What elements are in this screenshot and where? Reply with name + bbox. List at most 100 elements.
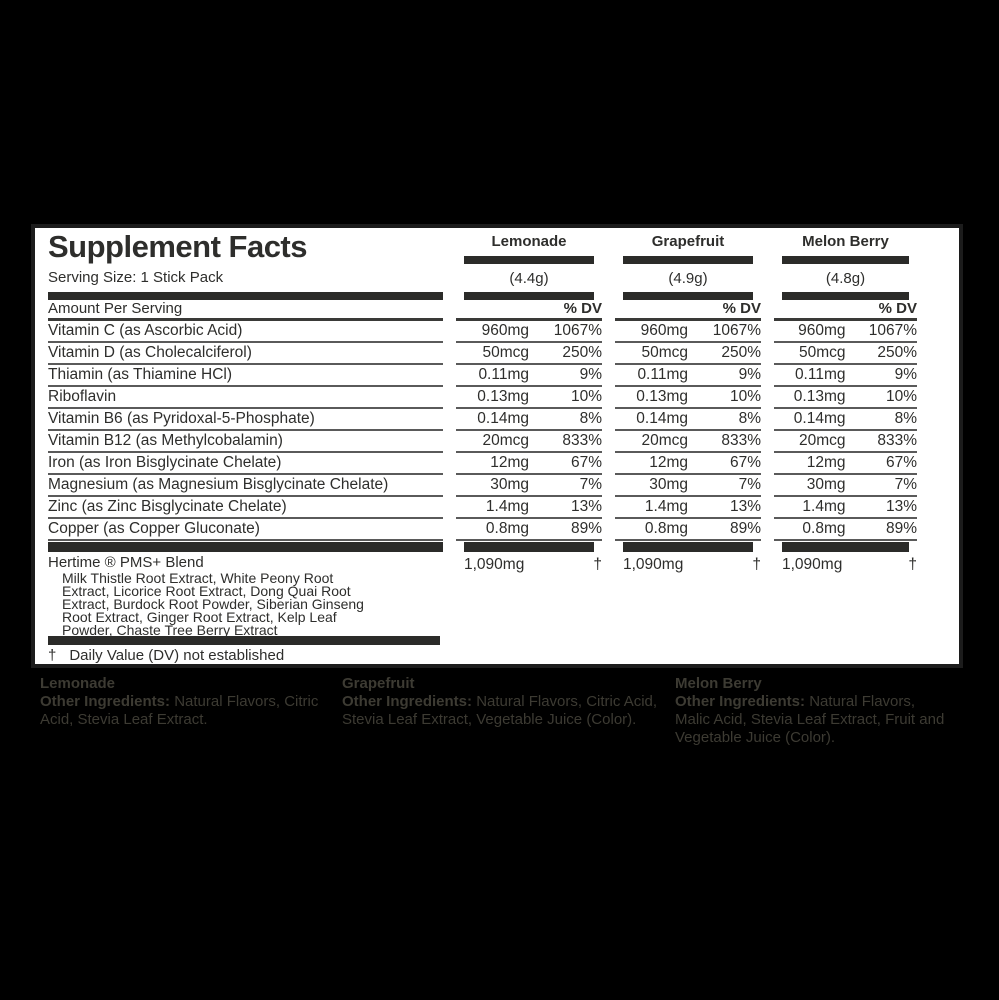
blend-ingredients-line: Powder, Chaste Tree Berry Extract	[62, 622, 278, 638]
other-ingredients-label: Other Ingredients:	[675, 693, 806, 710]
divider-bar	[782, 256, 909, 264]
nutrient-amount: 12mg	[490, 454, 529, 471]
nutrient-dv: 8%	[579, 410, 602, 427]
nutrient-name: Zinc (as Zinc Bisglycinate Chelate)	[48, 497, 443, 519]
nutrient-row-iron: Iron (as Iron Bisglycinate Chelate) 12mg…	[35, 453, 959, 475]
nutrient-dv: 833%	[562, 432, 602, 449]
nutrient-dv: 7%	[894, 476, 917, 493]
nutrient-amount: 0.8mg	[644, 520, 688, 537]
percent-dv-label: % DV	[615, 300, 761, 321]
nutrient-amount: 0.11mg	[794, 366, 846, 383]
nutrient-dv: 13%	[885, 498, 917, 515]
nutrient-amount: 50mcg	[798, 344, 846, 361]
nutrient-name: Vitamin C (as Ascorbic Acid)	[48, 321, 443, 343]
blend-amount: 1,090mg	[623, 556, 684, 573]
nutrient-amount: 12mg	[649, 454, 688, 471]
divider-bar	[782, 292, 909, 300]
nutrient-dv: 1067%	[553, 322, 602, 339]
nutrient-amount: 0.14mg	[477, 410, 529, 427]
nutrient-row-vitamin-c: Vitamin C (as Ascorbic Acid) 960mg 1067% …	[35, 321, 959, 343]
other-ingredients-grapefruit: Grapefruit Other Ingredients: Natural Fl…	[342, 675, 675, 747]
divider-bar	[623, 256, 753, 264]
footnote-text: Daily Value (DV) not established	[69, 647, 285, 664]
nutrient-amount: 1.4mg	[485, 498, 529, 515]
blend-ingredients-line: Root Extract, Ginger Root Extract, Kelp …	[62, 609, 337, 625]
nutrient-name: Iron (as Iron Bisglycinate Chelate)	[48, 453, 443, 475]
percent-dv-label: % DV	[774, 300, 917, 321]
nutrient-amount: 0.14mg	[636, 410, 688, 427]
nutrient-row-vitamin-b12: Vitamin B12 (as Methylcobalamin) 20mcg 83…	[35, 431, 959, 453]
nutrient-dv: 7%	[738, 476, 761, 493]
nutrient-name: Riboflavin	[48, 387, 443, 409]
other-ingredients-melon-berry: Melon Berry Other Ingredients: Natural F…	[675, 675, 987, 747]
nutrient-amount: 0.11mg	[637, 366, 688, 383]
nutrient-dv: 9%	[579, 366, 602, 383]
nutrient-row-magnesium: Magnesium (as Magnesium Bisglycinate Che…	[35, 475, 959, 497]
supplement-facts-title: Supplement Facts	[48, 229, 308, 264]
divider-bar	[464, 542, 594, 552]
nutrient-dv: 1067%	[868, 322, 917, 339]
footnote-dagger: †	[48, 647, 57, 664]
divider-bar	[464, 256, 594, 264]
nutrient-amount: 0.13mg	[793, 388, 846, 405]
blend-ingredients: Milk Thistle Root Extract, White Peony R…	[62, 570, 443, 638]
nutrient-amount: 1.4mg	[802, 498, 846, 515]
footnote: † Daily Value (DV) not established	[48, 648, 959, 664]
nutrient-name: Vitamin B6 (as Pyridoxal-5-Phosphate)	[48, 409, 443, 431]
nutrient-dv: 7%	[579, 476, 602, 493]
divider-bar	[48, 292, 443, 300]
flavor-name: Lemonade	[491, 233, 567, 250]
nutrient-dv: 10%	[729, 388, 761, 405]
nutrient-dv: 67%	[570, 454, 602, 471]
nutrient-amount: 20mcg	[641, 432, 688, 449]
blend-amount: 1,090mg	[782, 556, 843, 573]
divider-bar	[464, 292, 594, 300]
nutrient-row-riboflavin: Riboflavin 0.13mg 10% 0.13mg 10% 0.13mg 10%	[35, 387, 959, 409]
nutrient-dv: 9%	[894, 366, 917, 383]
percent-dv-label: % DV	[456, 300, 602, 321]
flavor-header-melon-berry: Melon Berry (4.8g)	[774, 228, 917, 292]
divider-bar	[623, 542, 753, 552]
flavor-header-lemonade: Lemonade (4.4g)	[456, 228, 602, 292]
nutrient-amount: 12mg	[806, 454, 846, 471]
nutrient-amount: 960mg	[481, 322, 529, 339]
nutrient-amount: 1.4mg	[644, 498, 688, 515]
nutrient-amount: 30mg	[649, 476, 688, 493]
other-ingredients-label: Other Ingredients:	[40, 693, 171, 710]
footer-flavor-name: Melon Berry	[675, 675, 762, 692]
nutrient-amount: 30mg	[806, 476, 846, 493]
nutrient-dv: 67%	[729, 454, 761, 471]
other-ingredients-footer: Lemonade Other Ingredients: Natural Flav…	[0, 675, 999, 747]
blend-amount: 1,090mg	[464, 556, 525, 573]
nutrient-name: Vitamin B12 (as Methylcobalamin)	[48, 431, 443, 453]
blend-dv-dagger: †	[593, 556, 602, 573]
nutrient-amount: 20mcg	[482, 432, 529, 449]
nutrient-name: Thiamin (as Thiamine HCl)	[48, 365, 443, 387]
nutrient-dv: 13%	[729, 498, 761, 515]
nutrient-row-vitamin-d: Vitamin D (as Cholecalciferol) 50mcg 250%…	[35, 343, 959, 365]
blend-dv-dagger: †	[752, 556, 761, 573]
footer-flavor-name: Grapefruit	[342, 675, 415, 692]
nutrient-amount: 960mg	[640, 322, 688, 339]
nutrient-dv: 10%	[885, 388, 917, 405]
nutrient-dv: 9%	[738, 366, 761, 383]
flavor-weight: (4.4g)	[509, 270, 549, 287]
other-ingredients-lemonade: Lemonade Other Ingredients: Natural Flav…	[40, 675, 342, 747]
nutrient-dv: 89%	[729, 520, 761, 537]
nutrient-amount: 960mg	[798, 322, 846, 339]
panel-header: Supplement Facts Serving Size: 1 Stick P…	[35, 228, 959, 292]
nutrient-dv: 1067%	[712, 322, 761, 339]
nutrient-amount: 20mcg	[798, 432, 846, 449]
flavor-name: Grapefruit	[651, 233, 725, 250]
column-heading-row: Amount Per Serving % DV % DV % DV	[35, 300, 959, 321]
nutrient-dv: 250%	[877, 344, 917, 361]
blend-name: Hertime ® PMS+ Blend	[48, 554, 204, 571]
blend-ingredients-line: Milk Thistle Root Extract, White Peony R…	[62, 570, 334, 586]
other-ingredients-text: Natural Flavors, Malic Acid, Stevia Leaf…	[675, 693, 945, 746]
nutrient-amount: 0.11mg	[478, 366, 529, 383]
nutrient-dv: 10%	[570, 388, 602, 405]
blend-dv-dagger: †	[908, 556, 917, 573]
nutrient-row-vitamin-b6: Vitamin B6 (as Pyridoxal-5-Phosphate) 0.…	[35, 409, 959, 431]
nutrient-name: Copper (as Copper Gluconate)	[48, 519, 443, 541]
